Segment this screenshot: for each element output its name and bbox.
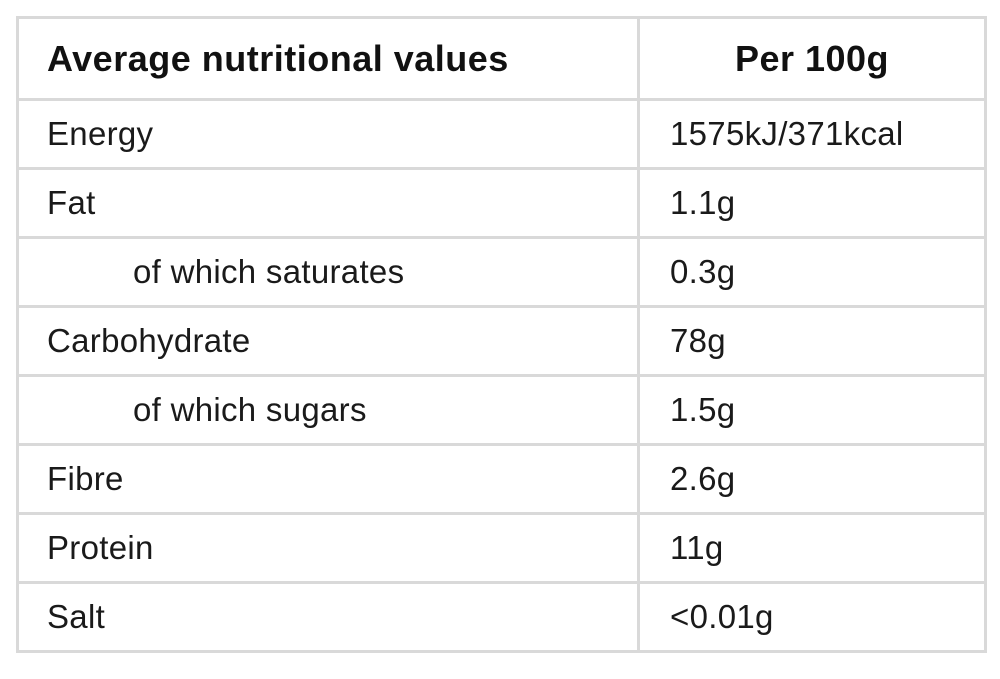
table-row: Energy 1575kJ/371kcal [16,98,987,170]
nutrient-value: 1.1g [637,167,987,239]
nutrient-value: <0.01g [637,581,987,653]
nutrient-value: 78g [637,305,987,377]
nutrient-label: of which saturates [16,236,640,308]
nutrient-value: 1.5g [637,374,987,446]
table-body: Energy 1575kJ/371kcal Fat 1.1g of which satu… [16,98,987,653]
nutrient-label: Fibre [16,443,640,515]
nutrient-value: 2.6g [637,443,987,515]
nutrient-label: Protein [16,512,640,584]
nutrient-label: of which sugars [16,374,640,446]
header-row: Average nutritional values Per 100g [16,16,987,101]
nutrient-label: Fat [16,167,640,239]
table-row: Carbohydrate 78g [16,305,987,377]
table-row: Fibre 2.6g [16,443,987,515]
nutrient-label: Salt [16,581,640,653]
table-row: of which saturates 0.3g [16,236,987,308]
table-row: Salt <0.01g [16,581,987,653]
table-row: Fat 1.1g [16,167,987,239]
nutrient-value: 1575kJ/371kcal [637,98,987,170]
nutrition-table-container: Average nutritional values Per 100g Ener… [16,16,987,653]
column-header-nutrients: Average nutritional values [16,16,640,101]
nutrition-table: Average nutritional values Per 100g Ener… [16,16,987,653]
table-row: Protein 11g [16,512,987,584]
column-header-per-100g: Per 100g [637,16,987,101]
nutrient-value: 11g [637,512,987,584]
nutrient-label: Energy [16,98,640,170]
nutrient-value: 0.3g [637,236,987,308]
nutrient-label: Carbohydrate [16,305,640,377]
table-row: of which sugars 1.5g [16,374,987,446]
